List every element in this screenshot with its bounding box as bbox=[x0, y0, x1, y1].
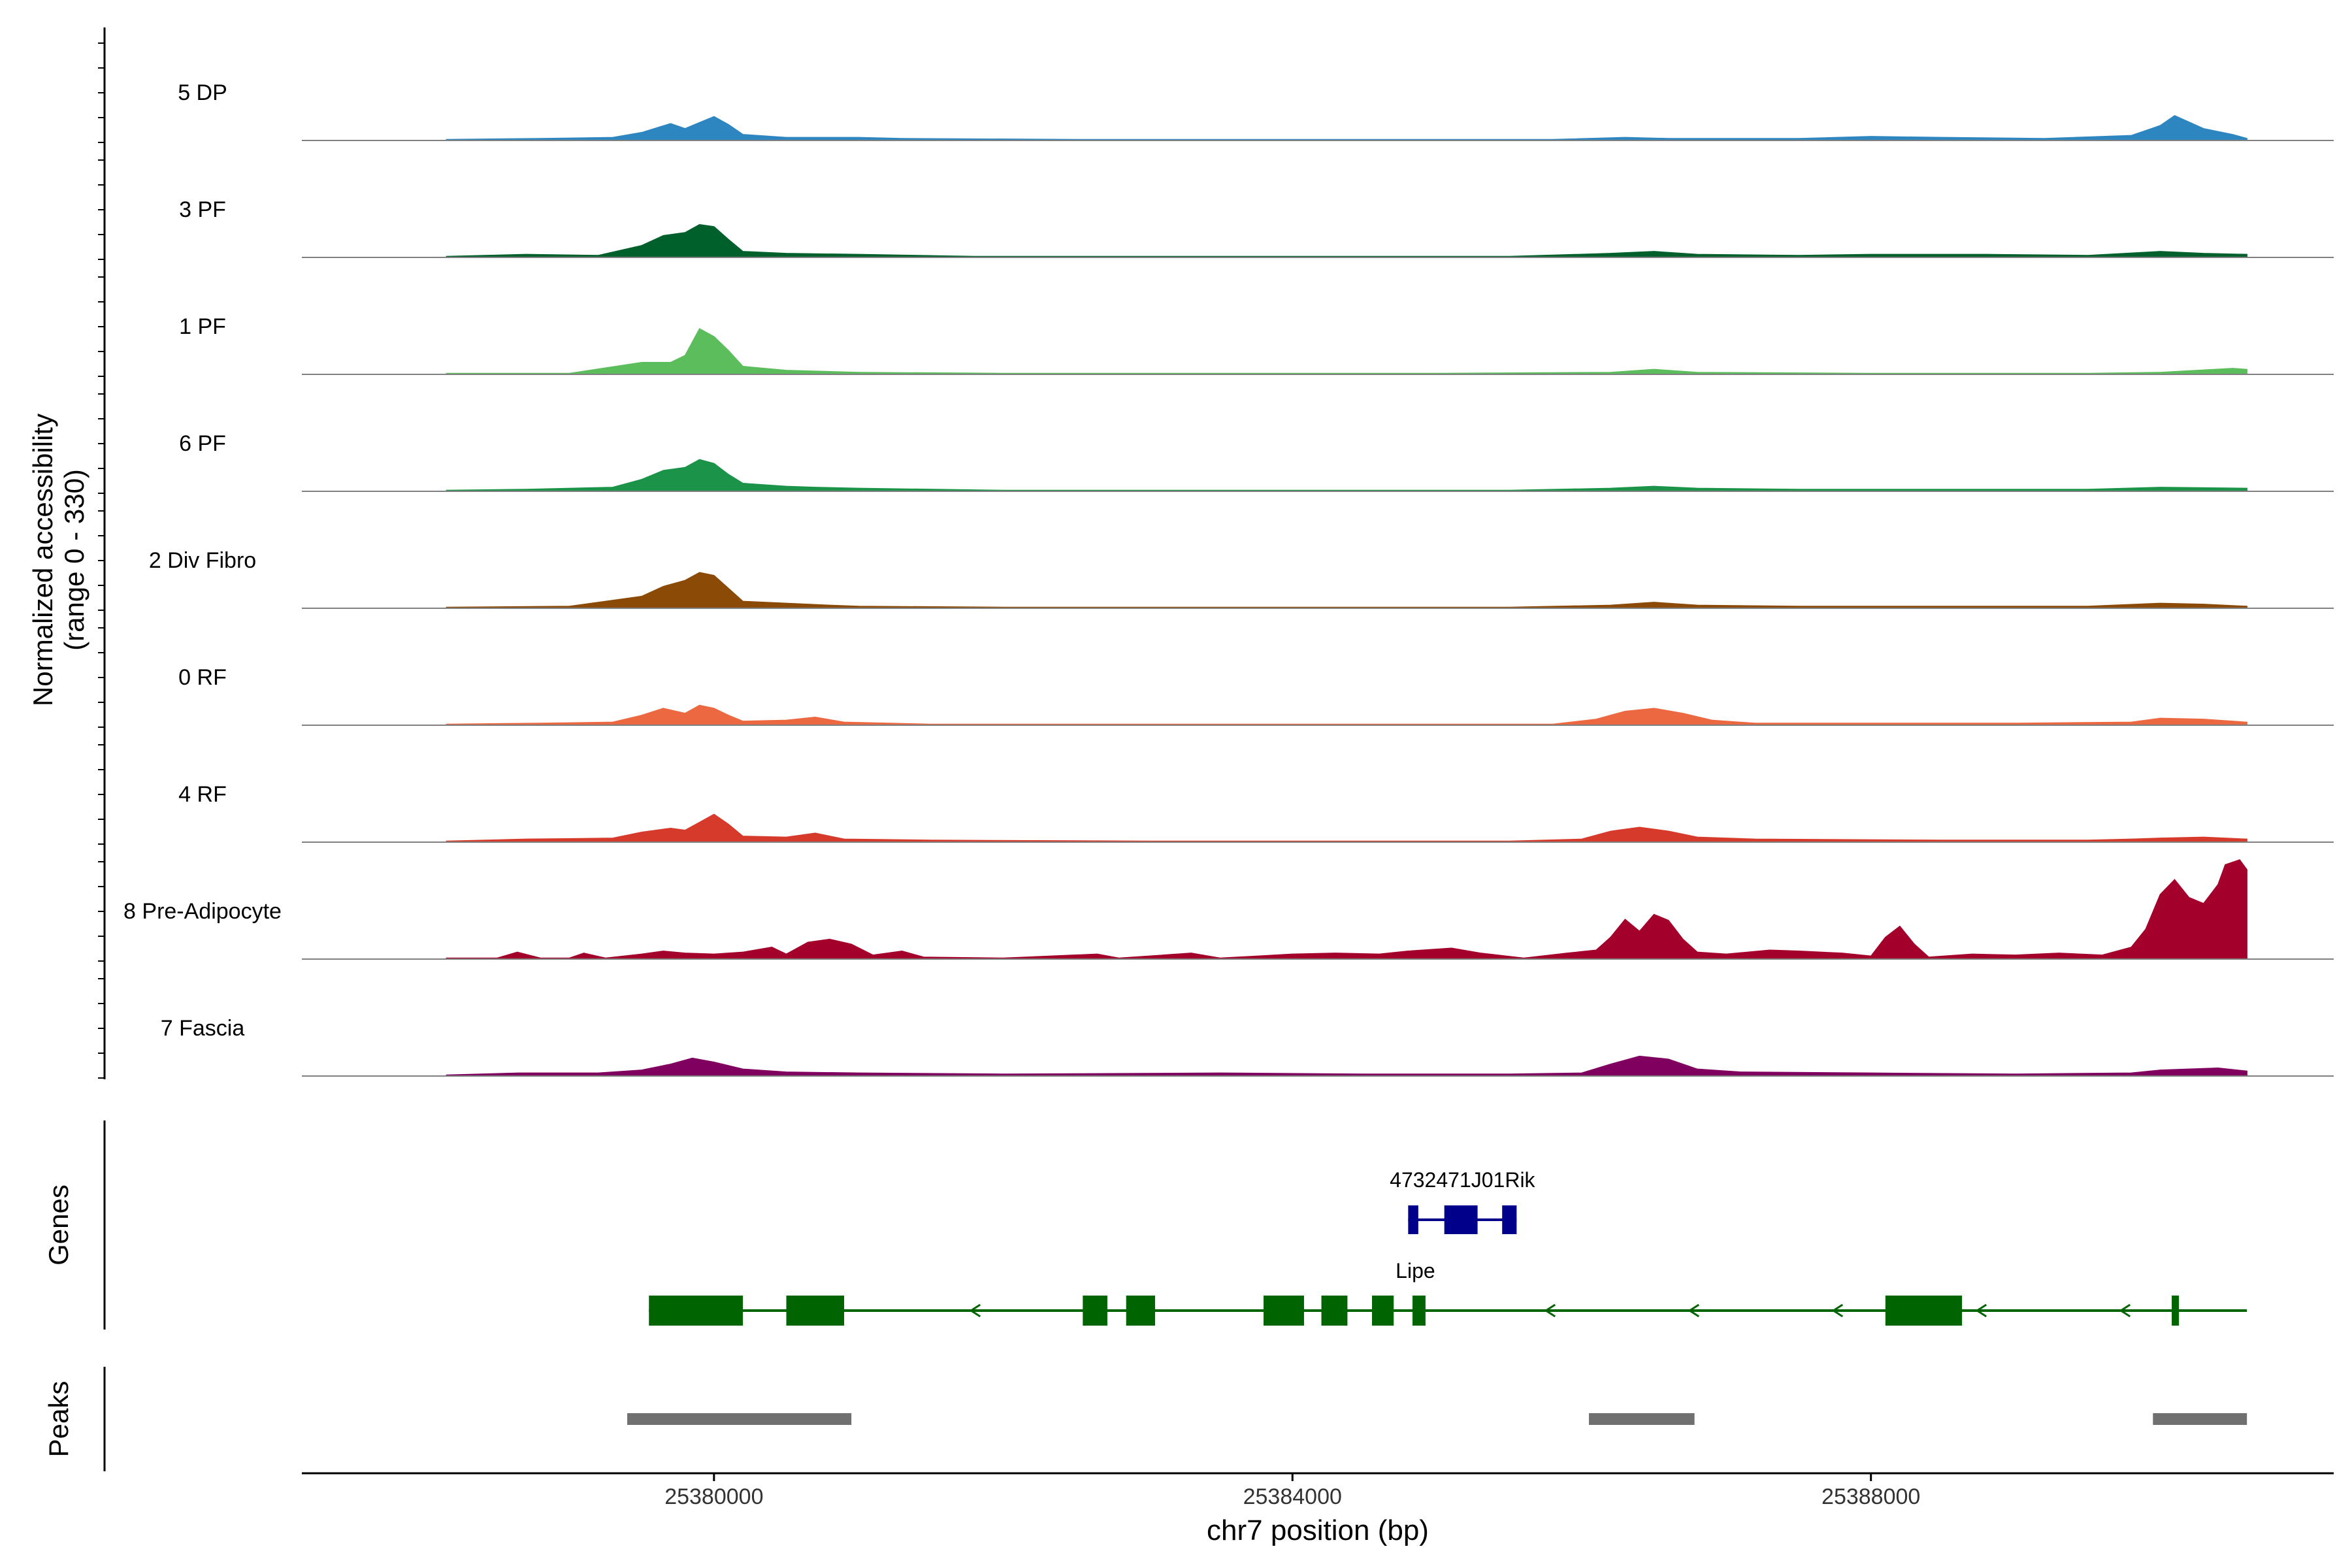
y-axis-label-line1: Normalized accessibility bbox=[27, 414, 58, 706]
gene-label: Lipe bbox=[1396, 1259, 1435, 1282]
coverage-track: 3 PF bbox=[179, 197, 2334, 258]
gene-exon bbox=[1083, 1296, 1107, 1326]
gene-exon bbox=[1126, 1296, 1155, 1326]
x-axis-tick-label: 25388000 bbox=[1821, 1484, 1920, 1509]
gene-exon bbox=[1263, 1296, 1304, 1326]
peak-bar bbox=[2153, 1413, 2247, 1425]
coverage-area bbox=[446, 459, 2247, 492]
strand-arrow bbox=[2119, 1303, 2131, 1318]
coverage-area bbox=[446, 813, 2247, 843]
gene-exon bbox=[1321, 1296, 1348, 1326]
track-label: 8 Pre-Adipocyte bbox=[123, 899, 282, 924]
track-label: 4 RF bbox=[178, 782, 227, 807]
track-label: 5 DP bbox=[178, 80, 227, 105]
gene-exon bbox=[649, 1296, 743, 1326]
coverage-track: 7 Fascia bbox=[161, 1016, 2334, 1077]
peaks-track-label: Peaks bbox=[43, 1381, 74, 1458]
coverage-track: 5 DP bbox=[178, 80, 2334, 141]
gene-exon bbox=[2172, 1296, 2180, 1326]
strand-arrow bbox=[969, 1303, 981, 1318]
y-axis-label-line2: (range 0 - 330) bbox=[59, 469, 90, 651]
gene: Lipe bbox=[649, 1259, 2247, 1326]
gene-exon bbox=[1372, 1296, 1394, 1326]
strand-arrow bbox=[1544, 1303, 1556, 1318]
y-axis-group: Normalized accessibility (range 0 - 330) bbox=[27, 27, 106, 1079]
track-label: 1 PF bbox=[179, 314, 226, 339]
peaks-track: Peaks bbox=[43, 1367, 2247, 1471]
track-label: 7 Fascia bbox=[161, 1016, 245, 1041]
gene-label: 4732471J01Rik bbox=[1390, 1168, 1535, 1192]
coverage-area bbox=[446, 224, 2247, 258]
strand-arrow bbox=[1688, 1303, 1700, 1318]
coverage-track: 6 PF bbox=[179, 431, 2334, 492]
gene-exon bbox=[1408, 1205, 1418, 1234]
x-axis-label: chr7 position (bp) bbox=[1207, 1514, 1429, 1546]
genes-track-label: Genes bbox=[43, 1184, 74, 1266]
strand-arrow bbox=[1831, 1303, 1844, 1318]
coverage-track: 8 Pre-Adipocyte bbox=[123, 859, 2334, 960]
gene-exon bbox=[1412, 1296, 1426, 1326]
track-label: 2 Div Fibro bbox=[149, 548, 256, 573]
coverage-track: 2 Div Fibro bbox=[149, 548, 2334, 609]
coverage-area bbox=[446, 572, 2247, 609]
track-label: 6 PF bbox=[179, 431, 226, 456]
strand-arrow bbox=[1975, 1303, 1987, 1318]
x-axis-tick-label: 25380000 bbox=[664, 1484, 763, 1509]
track-label: 3 PF bbox=[179, 197, 226, 222]
genes-track: Genes 4732471J01Rik Lipe bbox=[43, 1120, 2247, 1330]
gene-exon bbox=[1885, 1296, 1963, 1326]
coverage-area bbox=[446, 115, 2247, 141]
coverage-area bbox=[446, 1055, 2247, 1077]
x-axis-tick-label: 25384000 bbox=[1243, 1484, 1342, 1509]
coverage-track: 4 RF bbox=[178, 782, 2334, 843]
coverage-track: 0 RF bbox=[178, 665, 2334, 726]
gene-exon bbox=[1502, 1205, 1517, 1234]
coverage-tracks: 5 DP 3 PF 1 PF 6 PF 2 Div Fibro 0 RF 4 RF 8 Pre… bbox=[123, 80, 2334, 1077]
coverage-area bbox=[446, 328, 2247, 375]
track-label: 0 RF bbox=[178, 665, 227, 690]
peak-bar bbox=[1589, 1413, 1695, 1425]
gene-exon bbox=[786, 1296, 845, 1326]
gene: 4732471J01Rik bbox=[1390, 1168, 1536, 1234]
peak-bar bbox=[627, 1413, 852, 1425]
coverage-area bbox=[446, 704, 2247, 726]
coverage-track: 1 PF bbox=[179, 314, 2334, 375]
x-axis-group: 25380000 25384000 25388000 chr7 position (b… bbox=[302, 1472, 2334, 1546]
gene-exon bbox=[1444, 1205, 1478, 1234]
coverage-area bbox=[446, 859, 2247, 960]
